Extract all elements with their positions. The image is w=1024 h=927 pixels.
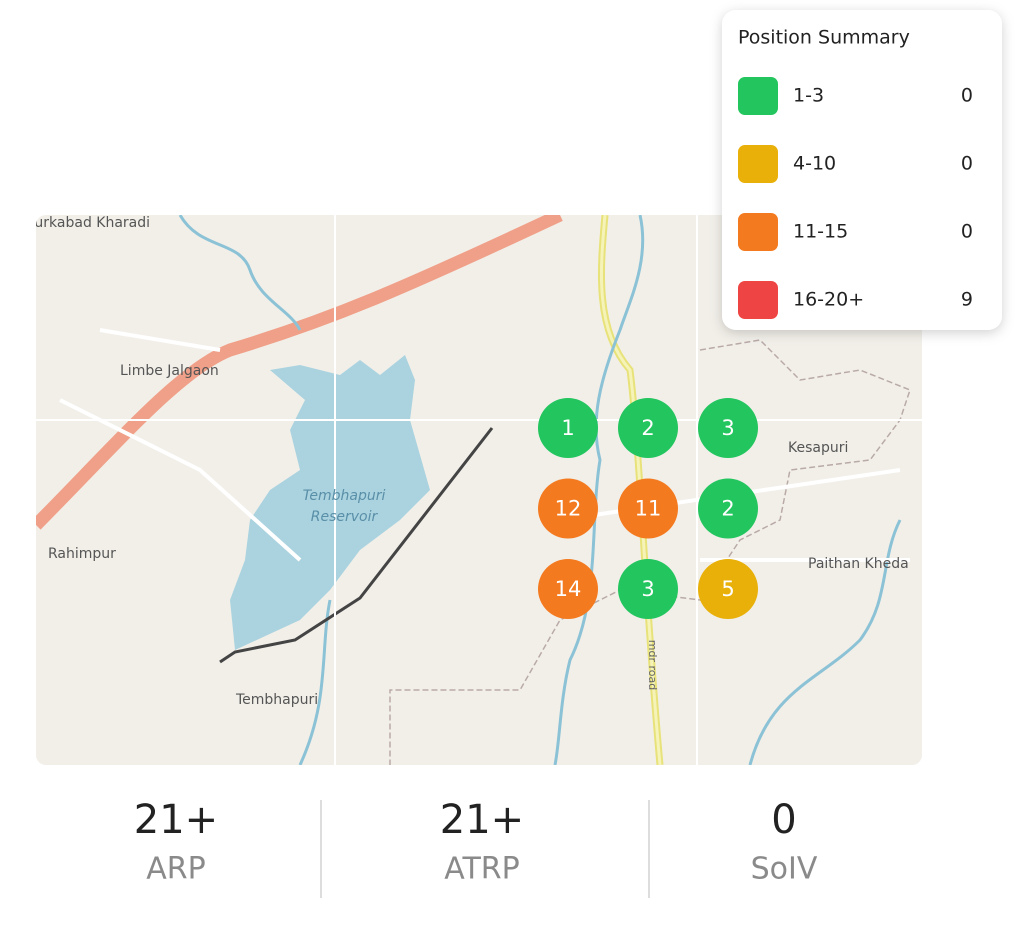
pin-label: 14 [555,577,582,601]
pin-label: 2 [721,497,734,521]
legend-count: 0 [961,153,973,175]
legend-swatch [738,281,778,319]
reservoir-label: Reservoir [311,509,379,525]
stat-value: 21+ [134,797,218,843]
pin-label: 11 [635,497,662,521]
legend-label: 16-20+ [793,289,864,311]
pin-label: 3 [721,416,734,440]
stat-label: ATRP [444,852,519,887]
place-label: Tembhapuri [235,692,318,708]
place-label: Limbe Jalgaon [120,363,219,379]
pin-label: 2 [641,416,654,440]
pin[interactable] [698,478,758,539]
legend-label: 1-3 [793,85,824,107]
road-label: mdr road [646,640,659,690]
pin-grid: 1 2 312 11 214 3 5 [538,398,758,619]
stat-value: 21+ [440,797,524,843]
legend-label: 11-15 [793,221,848,243]
pin[interactable] [618,478,678,539]
pin[interactable] [538,398,598,458]
pin-label: 1 [561,416,574,440]
legend-count: 0 [961,221,973,243]
place-label: Rahimpur [48,546,116,562]
pin[interactable] [698,398,758,458]
legend-count: 0 [961,85,973,107]
pin[interactable] [618,559,678,619]
pin[interactable] [698,559,758,619]
pin[interactable] [618,398,678,458]
pin-label: 3 [641,577,654,601]
pin[interactable] [538,559,598,619]
place-label: Turkabad Kharadi [27,215,150,231]
legend-card: Position Summary 1-3 0 4-10 0 11-15 0 16-20+ 9 [722,10,1002,330]
legend-swatch [738,77,778,115]
legend-swatch [738,145,778,183]
stat-label: SoIV [751,852,818,887]
stats: 21+ ARP 21+ ATRP 0 SoIV [134,797,818,887]
reservoir-label: Tembhapuri [303,488,386,504]
place-label: Kesapuri [788,440,848,456]
legend-items: 1-3 0 4-10 0 11-15 0 16-20+ 9 [738,77,973,319]
stat-label: ARP [146,852,205,887]
pin-label: 5 [721,577,734,601]
legend-label: 4-10 [793,153,836,175]
legend-title: Position Summary [738,27,910,49]
legend-count: 9 [961,289,973,311]
legend-swatch [738,213,778,251]
place-label: Paithan Kheda [808,556,909,572]
pin[interactable] [538,478,598,539]
stat-value: 0 [771,797,796,843]
pin-label: 12 [555,497,582,521]
